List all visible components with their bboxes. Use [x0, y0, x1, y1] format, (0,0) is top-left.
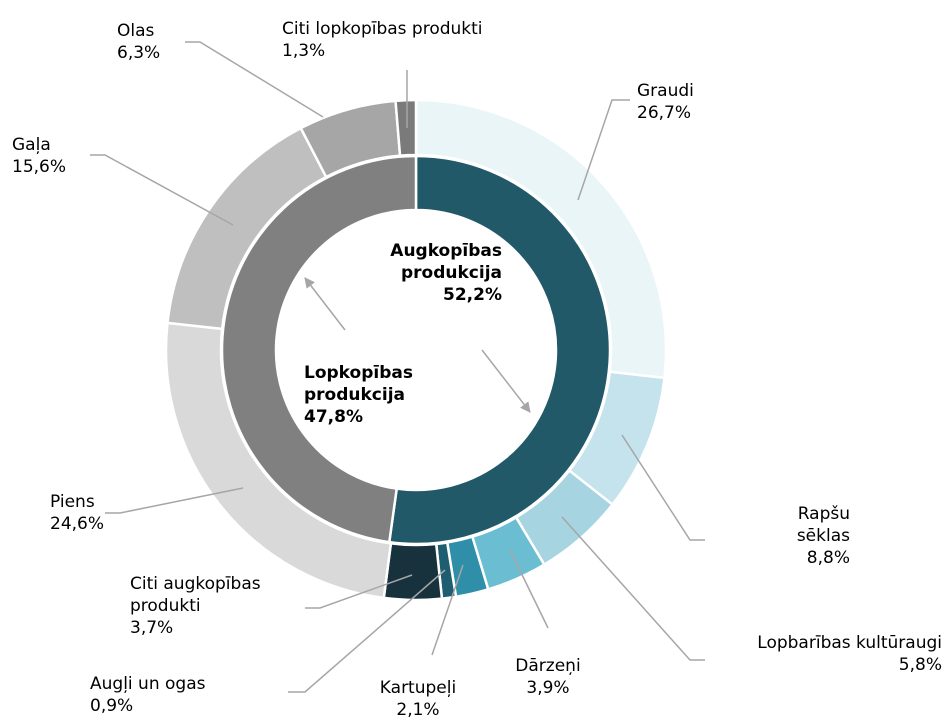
label-text: 6,3%: [117, 43, 161, 63]
label-text: 3,9%: [526, 678, 570, 698]
label-text: 3,7%: [130, 618, 174, 638]
segment-label: Augkopības produkcija 52,2%: [352, 240, 502, 306]
label-text: Lopbarības kultūraugi: [757, 633, 942, 653]
segment-label: Augļi un ogas 0,9%: [90, 673, 290, 717]
arrow: [304, 277, 346, 331]
label-text: Lopkopības produkcija: [304, 363, 413, 405]
segment-label: Citi lopkopības produkti 1,3%: [282, 18, 562, 62]
label-text: Kartupeļi: [379, 678, 457, 698]
segment-label: Citi augkopības produkti 3,7%: [130, 573, 305, 639]
label-text: 0,9%: [90, 696, 134, 716]
label-text: Dārzeņi: [515, 656, 581, 676]
leader-line: [621, 434, 705, 541]
segment-label: Gaļa 15,6%: [12, 134, 112, 178]
label-text: Citi augkopības produkti: [130, 574, 261, 616]
label-text: Rapšu sēklas: [796, 504, 850, 546]
leader-line: [288, 569, 446, 693]
label-text: Gaļa: [12, 135, 51, 155]
segment-label: Lopbarības kultūraugi 5,8%: [706, 632, 942, 676]
leader-line: [431, 564, 464, 656]
label-text: 47,8%: [304, 407, 363, 427]
label-text: 1,3%: [282, 41, 326, 61]
leader-line: [305, 574, 413, 609]
label-text: Augkopības produkcija: [390, 241, 502, 283]
donut-segment: [394, 98, 418, 158]
label-text: 5,8%: [898, 655, 942, 675]
label-text: 8,8%: [806, 548, 850, 568]
leader-line: [185, 41, 324, 118]
leader-line: [577, 99, 630, 201]
label-text: Olas: [117, 21, 155, 41]
donut-segment: [382, 541, 444, 602]
label-text: 24,6%: [50, 514, 105, 534]
segment-label: Lopkopības produkcija 47,8%: [304, 362, 454, 428]
segment-label: Kartupeļi 2,1%: [358, 677, 478, 720]
segment-label: Olas 6,3%: [117, 20, 217, 64]
leader-line: [105, 487, 244, 514]
label-text: Citi lopkopības produkti: [282, 19, 483, 39]
label-text: 2,1%: [396, 700, 440, 720]
label-text: Augļi un ogas: [90, 674, 206, 694]
label-text: 15,6%: [12, 157, 67, 177]
segment-label: Graudi 26,7%: [637, 80, 757, 124]
leader-line: [90, 154, 234, 226]
label-text: 52,2%: [443, 285, 502, 305]
label-text: Piens: [50, 492, 95, 512]
label-text: 26,7%: [637, 103, 692, 123]
leader-line: [561, 516, 705, 661]
arrow: [481, 349, 531, 413]
segment-label: Piens 24,6%: [50, 491, 150, 535]
segment-label: Dārzeņi 3,9%: [488, 655, 608, 699]
segment-label: Rapšu sēklas 8,8%: [745, 503, 850, 569]
leader-line: [509, 549, 549, 629]
label-text: Graudi: [637, 81, 694, 101]
